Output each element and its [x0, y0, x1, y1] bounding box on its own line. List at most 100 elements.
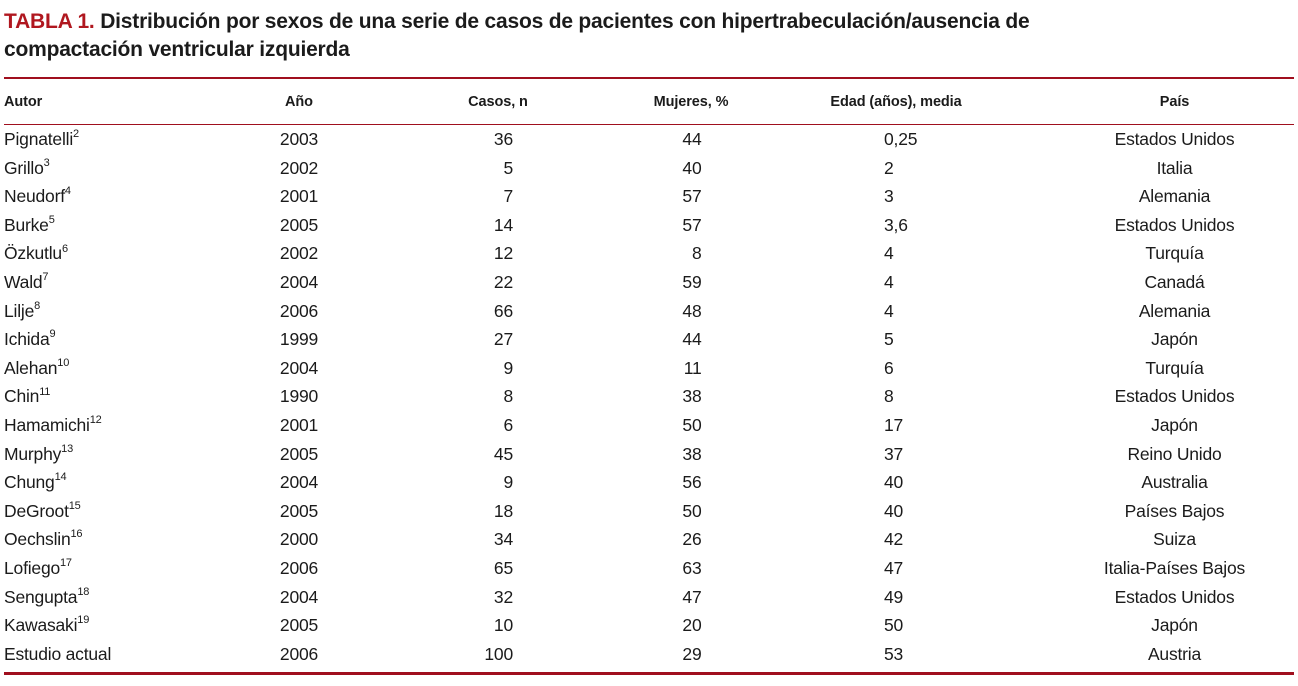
author-reference-superscript: 16: [70, 528, 83, 541]
column-header-mujeres: Mujeres, %: [645, 79, 737, 125]
cell-pais: Italia: [1055, 154, 1294, 183]
year-value: 2004: [279, 472, 319, 493]
author-reference-superscript: 14: [54, 471, 67, 484]
cases-value: 14: [493, 214, 513, 235]
country-value: Alemania: [1138, 300, 1211, 321]
cell-autor: Özkutlu6: [4, 239, 247, 268]
cell-casos: 66: [351, 297, 645, 326]
cell-ano: 1999: [247, 325, 351, 354]
mean-age-value: 6: [884, 357, 894, 378]
author-reference-superscript: 13: [61, 442, 73, 455]
women-percent-value: 8: [691, 243, 702, 264]
author-name: Chin: [4, 386, 40, 407]
cell-mujeres: 57: [645, 211, 737, 240]
table-row: Chin11 1990 8 38 8 Estados Unidos: [4, 382, 1294, 411]
author-reference-superscript: 18: [77, 585, 90, 598]
cell-edad: 49: [737, 583, 1055, 612]
year-value: 2002: [279, 243, 319, 264]
women-percent-value: 11: [683, 357, 702, 378]
cell-edad: 17: [737, 411, 1055, 440]
cases-value: 8: [503, 386, 513, 407]
table-row: Ichida9 1999 27 44 5 Japón: [4, 325, 1294, 354]
mean-age-value: 4: [884, 300, 894, 321]
year-value: 2001: [279, 414, 319, 435]
cell-edad: 40: [737, 497, 1055, 526]
cell-edad: 40: [737, 468, 1055, 497]
table-row: Neudorf4 2001 7 57 3 Alemania: [4, 182, 1294, 211]
cell-autor: Lofiego17: [4, 554, 247, 583]
year-value: 2005: [279, 615, 319, 636]
cases-value: 18: [493, 500, 513, 521]
table-row: Wald7 2004 22 59 4 Canadá: [4, 268, 1294, 297]
table-title: TABLA 1. Distribución por sexos de una s…: [4, 8, 1294, 64]
cell-casos: 10: [351, 611, 645, 640]
cell-ano: 2005: [247, 211, 351, 240]
cell-autor: Kawasaki19: [4, 611, 247, 640]
country-value: Japón: [1151, 414, 1198, 435]
table-row: Sengupta18 2004 32 47 49 Estados Unidos: [4, 583, 1294, 612]
cell-edad: 0,25: [737, 125, 1055, 154]
year-value: 2001: [279, 186, 319, 207]
year-value: 2005: [279, 214, 319, 235]
mean-age-value: 47: [884, 557, 904, 578]
cell-casos: 32: [351, 583, 645, 612]
women-percent-value: 56: [682, 472, 702, 493]
data-table: Autor Año Casos, n Mujeres, % Edad (años…: [4, 79, 1294, 668]
cell-casos: 5: [351, 154, 645, 183]
cell-casos: 9: [351, 468, 645, 497]
women-percent-value: 44: [682, 129, 702, 149]
author-name: Estudio actual: [4, 643, 112, 664]
cell-mujeres: 48: [645, 297, 737, 326]
cell-mujeres: 47: [645, 583, 737, 612]
cell-edad: 37: [737, 440, 1055, 469]
cell-mujeres: 11: [645, 354, 737, 383]
cases-value: 32: [493, 586, 513, 607]
bottom-rule: [4, 672, 1294, 675]
cell-autor: Chin11: [4, 382, 247, 411]
cases-value: 9: [503, 472, 513, 493]
author-name: Alehan: [4, 357, 58, 378]
table-row: Chung14 2004 9 56 40 Australia: [4, 468, 1294, 497]
mean-age-value: 50: [884, 615, 904, 636]
cell-pais: Turquía: [1055, 239, 1294, 268]
cell-edad: 4: [737, 268, 1055, 297]
author-name: Ichida: [4, 329, 50, 350]
cell-mujeres: 29: [645, 640, 737, 669]
year-value: 2006: [279, 300, 319, 321]
cell-ano: 2004: [247, 354, 351, 383]
women-percent-value: 63: [682, 557, 702, 578]
cases-value: 6: [503, 414, 513, 435]
author-reference-superscript: 3: [43, 156, 50, 169]
column-header-autor: Autor: [4, 79, 247, 125]
cell-casos: 18: [351, 497, 645, 526]
cell-casos: 8: [351, 382, 645, 411]
cell-ano: 2005: [247, 611, 351, 640]
table-row: Kawasaki19 2005 10 20 50 Japón: [4, 611, 1294, 640]
cell-mujeres: 50: [645, 411, 737, 440]
table-title-line2: compactación ventricular izquierda: [4, 38, 350, 61]
cases-value: 27: [493, 329, 513, 350]
cell-edad: 4: [737, 297, 1055, 326]
cell-edad: 4: [737, 239, 1055, 268]
header-row: Autor Año Casos, n Mujeres, % Edad (años…: [4, 79, 1294, 125]
cell-ano: 2005: [247, 497, 351, 526]
cell-mujeres: 38: [645, 440, 737, 469]
women-percent-value: 59: [682, 271, 702, 292]
cell-casos: 36: [351, 125, 645, 154]
table-row: Alehan10 2004 9 11 6 Turquía: [4, 354, 1294, 383]
table-row: Lilje8 2006 66 48 4 Alemania: [4, 297, 1294, 326]
year-value: 1999: [279, 329, 319, 350]
cases-value: 65: [493, 557, 513, 578]
cell-pais: Estados Unidos: [1055, 125, 1294, 154]
cases-value: 22: [493, 271, 513, 292]
cell-casos: 6: [351, 411, 645, 440]
cell-edad: 5: [737, 325, 1055, 354]
cell-pais: Japón: [1055, 611, 1294, 640]
cases-value: 9: [503, 357, 513, 378]
author-reference-superscript: 4: [64, 185, 71, 198]
cell-ano: 2006: [247, 640, 351, 669]
cell-autor: Estudio actual: [4, 640, 247, 669]
cell-edad: 42: [737, 525, 1055, 554]
year-value: 2004: [279, 357, 319, 378]
